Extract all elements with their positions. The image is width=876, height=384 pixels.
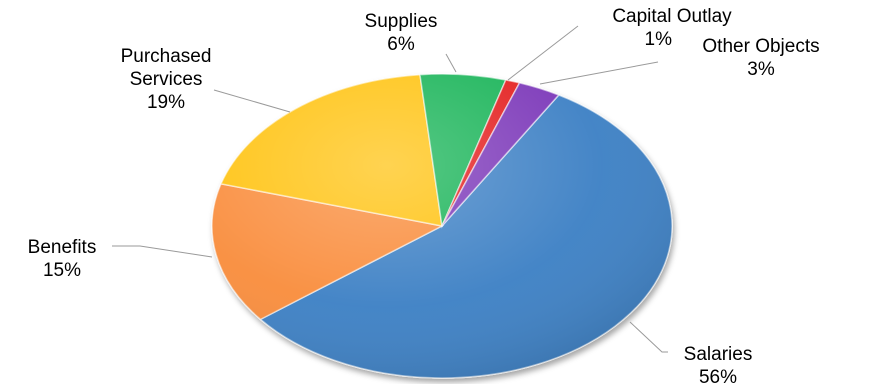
data-label-name-supplies: Supplies [365,11,438,32]
leader-line-benefits [112,245,213,258]
leader-line-capital-outlay [507,25,579,81]
data-label-name-salaries: Salaries [684,344,753,365]
leader-lines [112,25,668,353]
data-label-name-purchased-services: Purchased [121,46,212,67]
leader-line-supplies [445,53,457,73]
data-label-percent-capital-outlay: 1% [645,29,673,50]
leader-line-purchased-services [213,89,291,113]
data-label-name-capital-outlay: Capital Outlay [612,6,732,27]
leader-line-salaries [629,321,668,353]
pie-slices [211,73,673,379]
data-label-name-purchased-services: Services [130,69,203,90]
data-label-percent-salaries: 56% [699,367,737,384]
data-label-percent-benefits: 15% [43,260,81,281]
data-label-percent-purchased-services: 19% [147,92,185,113]
data-label-percent-other-objects: 3% [747,59,775,80]
leader-line-other-objects [539,61,659,85]
data-label-percent-supplies: 6% [387,34,415,55]
data-label-name-other-objects: Other Objects [702,36,819,57]
data-labels: Salaries56%Benefits15%PurchasedServices1… [28,6,820,384]
data-label-name-benefits: Benefits [28,237,97,258]
